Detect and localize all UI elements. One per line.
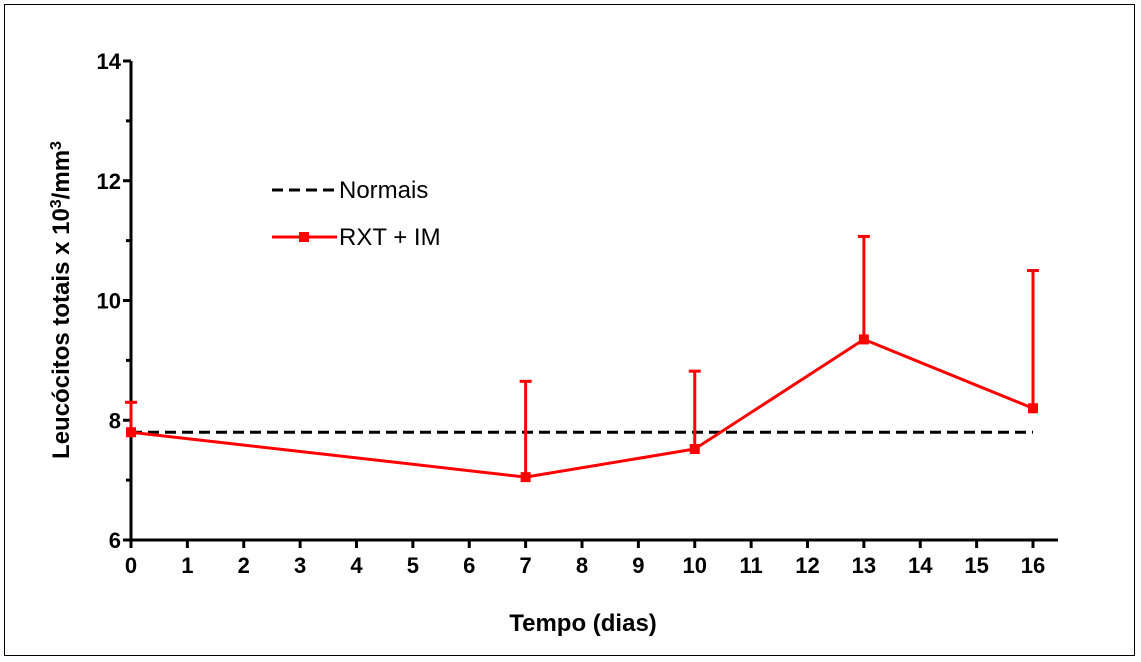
x-tick-label-7: 7 [520,553,532,578]
x-tick-label-14: 14 [908,553,933,578]
y-axis-title-main: Leucócitos totais x 10 [48,208,75,459]
legend: Normais RXT + IM [272,177,441,251]
x-tick-label-13: 13 [852,553,876,578]
legend-item-normais: Normais [272,177,428,204]
x-tick-label-1: 1 [181,553,193,578]
y-tick-label-8: 8 [109,408,121,433]
series-rxt-im-line [130,337,1034,479]
x-tick-label-15: 15 [964,553,988,578]
x-tick-label-12: 12 [795,553,819,578]
x-ticks: 0 1 2 3 4 5 6 7 8 9 10 11 12 13 14 15 16 [125,540,1045,578]
x-tick-label-10: 10 [683,553,707,578]
legend-label-rxt-im: RXT + IM [339,224,441,251]
x-tick-label-0: 0 [125,553,137,578]
y-tick-label-14: 14 [97,49,122,74]
y-tick-label-6: 6 [109,528,121,553]
chart-frame [4,4,1135,656]
y-axis-title-mid: /mm [48,150,75,199]
y-ticks: 6 8 10 12 14 [97,49,131,553]
legend-label-normais: Normais [339,177,428,204]
legend-marker-rxt-im [299,232,309,242]
point-day-7 [520,472,531,483]
legend-item-rxt-im: RXT + IM [272,224,441,251]
point-day-16 [1028,403,1038,414]
y-axis-title: Leucócitos totais x 103/mm3 [48,141,76,459]
x-tick-label-9: 9 [632,553,644,578]
y-axis-title-sup2: 3 [48,141,65,150]
x-tick-label-5: 5 [407,553,419,578]
point-day-10 [689,443,700,454]
x-tick-label-16: 16 [1021,553,1045,578]
point-day-0 [126,427,136,438]
x-tick-label-4: 4 [350,553,363,578]
x-tick-label-3: 3 [294,553,306,578]
y-tick-label-10: 10 [97,289,121,314]
x-tick-label-2: 2 [238,553,250,578]
series-layer [125,234,1039,483]
y-tick-label-12: 12 [97,169,121,194]
x-tick-label-6: 6 [463,553,475,578]
x-tick-label-11: 11 [739,553,762,578]
y-axis-title-sup1: 3 [48,199,65,208]
x-axis-title: Tempo (dias) [509,610,657,637]
x-tick-label-8: 8 [576,553,588,578]
point-day-13 [858,334,869,345]
